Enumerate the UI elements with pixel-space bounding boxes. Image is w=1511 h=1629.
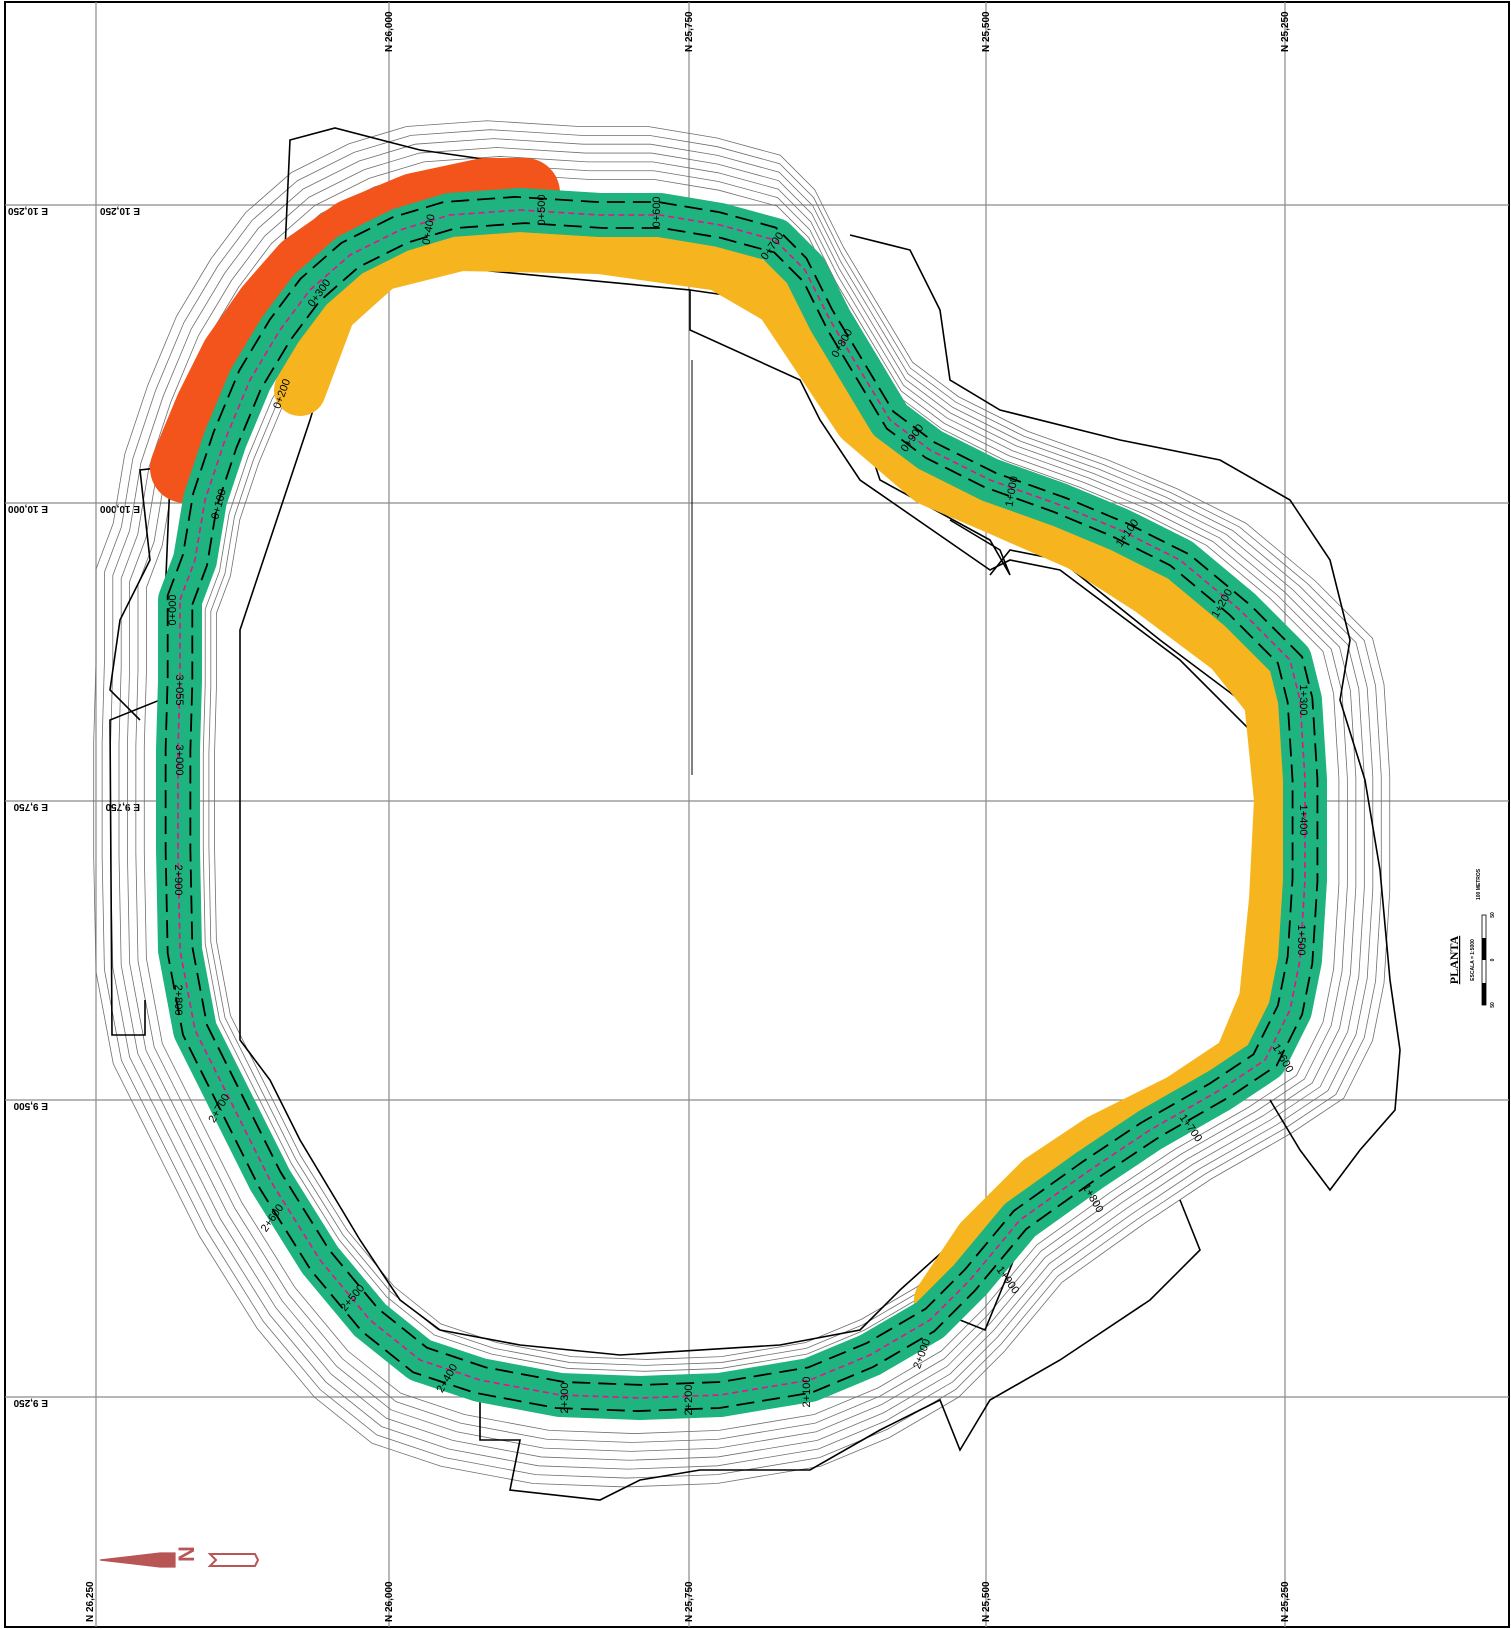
station-label: 2+900 (172, 865, 184, 896)
left-label-e10000: E 10,000 (8, 503, 48, 514)
grid-labels: N 26,000 N 25,750 N 25,500 N 25,250 N 26… (8, 11, 1291, 1622)
station-label: 2+200 (683, 1385, 695, 1416)
top-label-n25750: N 25,750 (684, 11, 695, 52)
north-arrow-tail-icon (207, 1553, 260, 1567)
station-label: 1+300 (1297, 685, 1309, 716)
left-label-e9250: E 9,250 (13, 1397, 48, 1408)
plan-title: PLANTA (1447, 935, 1461, 984)
station-label: 2+300 (559, 1383, 571, 1414)
contour-line (110, 138, 1374, 1470)
left-label-e9500: E 9,500 (13, 1100, 48, 1111)
station-label: 1+400 (1297, 805, 1309, 836)
road-edge-inner (189, 222, 1294, 1386)
scale-unit: 100 METROS (1476, 868, 1482, 900)
top-label-n25500: N 25,500 (981, 11, 992, 52)
scale-tick-mid: 0 (1490, 958, 1496, 961)
bottom-label-n25500: N 25,500 (981, 1581, 992, 1622)
contour-line (127, 156, 1357, 1452)
scale-tick-right: 50 (1490, 912, 1496, 918)
pit-interior (239, 259, 1271, 1356)
bottom-label-n25750: N 25,750 (684, 1581, 695, 1622)
station-label: 2+100 (801, 1377, 813, 1408)
station-label: 1+000 (1003, 475, 1020, 508)
station-label: 3+055 (173, 675, 185, 706)
left-label-e10250: E 10,250 (8, 205, 48, 216)
bottom-label-n26250: N 26,250 (85, 1581, 96, 1622)
station-label: 2+800 (172, 985, 184, 1016)
station-label: 1+500 (1295, 925, 1307, 956)
road-edge-outer (164, 196, 1319, 1412)
north-arrow-icon (99, 1552, 176, 1568)
contour-line (101, 129, 1382, 1479)
scale-bar: 50 0 50 100 METROS (1476, 868, 1496, 1008)
bottom-label-n26000: N 26,000 (384, 1581, 395, 1622)
top-label-n25250: N 25,250 (1280, 11, 1291, 52)
inner-label-e10000: E 10,000 (100, 503, 140, 514)
contour-line (208, 242, 1275, 1366)
sheet-border (4, 1, 1510, 1628)
bottom-label-n25250: N 25,250 (1280, 1581, 1291, 1622)
station-label: 3+000 (173, 745, 185, 776)
scale-label: ESCALA = 1:5000 (1470, 939, 1476, 981)
road-centerline (177, 209, 1306, 1399)
north-arrow: N (99, 1546, 260, 1568)
inner-label-e10250: E 10,250 (100, 205, 140, 216)
station-label: 0+000 (167, 595, 179, 626)
inner-label-e9750: E 9,750 (105, 801, 140, 812)
station-label: 0+600 (651, 197, 663, 228)
contour-line (202, 236, 1280, 1372)
contour-line (93, 120, 1391, 1488)
station-label: 0+500 (536, 195, 548, 226)
scale-tick-left: 50 (1490, 1002, 1496, 1008)
haul-road (150, 158, 1327, 1420)
top-label-n26000: N 26,000 (384, 11, 395, 52)
north-arrow-letter: N (174, 1546, 199, 1562)
left-label-e9750: E 9,750 (13, 801, 48, 812)
station-label: 0+400 (420, 213, 437, 246)
title-block: PLANTA ESCALA = 1:5000 50 0 50 100 METRO… (1447, 868, 1496, 1008)
coordinate-grid (5, 2, 1509, 1627)
